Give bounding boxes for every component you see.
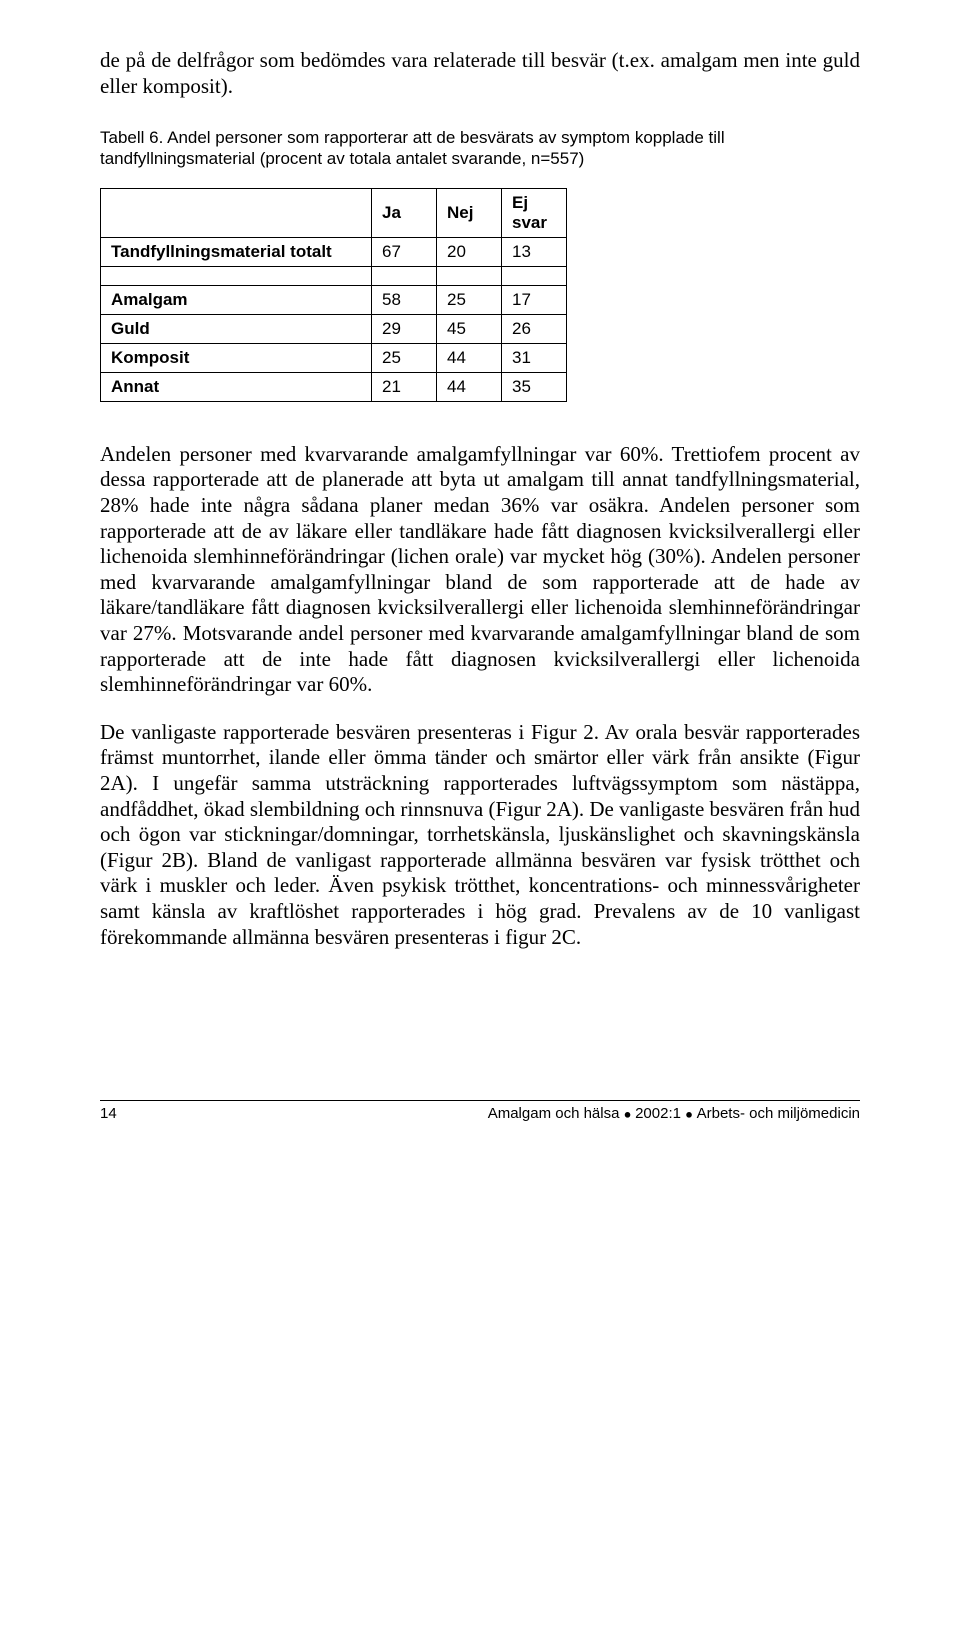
cell: 67: [372, 237, 437, 266]
data-table: Ja Nej Ej svar Tandfyllningsmaterial tot…: [100, 188, 567, 402]
row-label: Komposit: [101, 343, 372, 372]
cell: 45: [437, 314, 502, 343]
footer-year: 2002:1: [635, 1105, 681, 1122]
cell: 25: [437, 285, 502, 314]
table-row: Tandfyllningsmaterial totalt 67 20 13: [101, 237, 567, 266]
row-label: Guld: [101, 314, 372, 343]
table-header-row: Ja Nej Ej svar: [101, 188, 567, 237]
body-paragraph-1: Andelen personer med kvarvarande amalgam…: [100, 442, 860, 698]
table-row: Guld 29 45 26: [101, 314, 567, 343]
cell: 13: [502, 237, 567, 266]
footer-title: Amalgam och hälsa: [488, 1105, 620, 1122]
header-empty: [101, 188, 372, 237]
cell: 35: [502, 372, 567, 401]
footer-meta: Amalgam och hälsa ● 2002:1 ● Arbets- och…: [488, 1105, 860, 1122]
header-ja: Ja: [372, 188, 437, 237]
cell: 29: [372, 314, 437, 343]
cell: 58: [372, 285, 437, 314]
table-spacer-row: [101, 266, 567, 285]
page-number: 14: [100, 1105, 117, 1122]
table-row: Amalgam 58 25 17: [101, 285, 567, 314]
cell: 21: [372, 372, 437, 401]
cell: 17: [502, 285, 567, 314]
cell: 26: [502, 314, 567, 343]
cell: 31: [502, 343, 567, 372]
header-nej: Nej: [437, 188, 502, 237]
footer-divider: [100, 1100, 860, 1101]
body-paragraph-2: De vanligaste rapporterade besvären pres…: [100, 720, 860, 950]
row-label: Annat: [101, 372, 372, 401]
page-footer: 14 Amalgam och hälsa ● 2002:1 ● Arbets- …: [100, 1100, 860, 1122]
footer-dept: Arbets- och miljömedicin: [697, 1105, 860, 1122]
table-caption: Tabell 6. Andel personer som rapporterar…: [100, 127, 860, 170]
cell: 20: [437, 237, 502, 266]
cell: 44: [437, 372, 502, 401]
row-label: Amalgam: [101, 285, 372, 314]
table-row: Annat 21 44 35: [101, 372, 567, 401]
bullet-icon: ●: [624, 1107, 635, 1122]
bullet-icon: ●: [685, 1107, 696, 1122]
table-row: Komposit 25 44 31: [101, 343, 567, 372]
intro-paragraph: de på de delfrågor som bedömdes vara rel…: [100, 48, 860, 99]
row-label: Tandfyllningsmaterial totalt: [101, 237, 372, 266]
cell: 25: [372, 343, 437, 372]
cell: 44: [437, 343, 502, 372]
header-ejsvar: Ej svar: [502, 188, 567, 237]
